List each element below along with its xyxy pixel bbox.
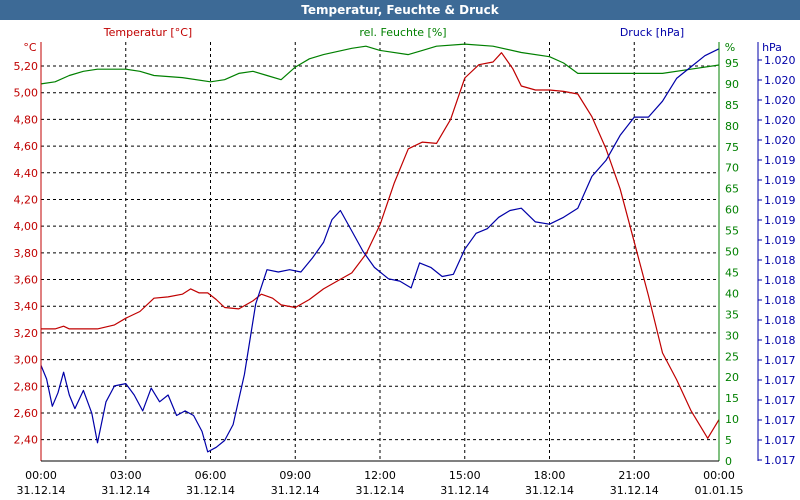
humidity-tick-label: 0 (725, 455, 732, 468)
x-tick-label-time: 18:00 (534, 469, 566, 482)
temperature-tick-label: 4,40 (14, 167, 39, 180)
humidity-tick-label: 45 (725, 266, 739, 279)
pressure-tick-label: 1.020 (764, 74, 796, 87)
humidity-tick-label: 70 (725, 162, 739, 175)
temperature-tick-label: 4,00 (14, 220, 39, 233)
series-line-pressure (40, 48, 720, 453)
temperature-tick-label: 4,80 (14, 113, 39, 126)
pressure-tick-label: 1.019 (764, 234, 796, 247)
series-lines (40, 43, 720, 453)
pressure-tick-label: 1.018 (764, 274, 796, 287)
pressure-tick-label: 1.017 (764, 394, 796, 407)
x-tick-label-time: 00:00 (25, 469, 57, 482)
pressure-tick-label: 1.018 (764, 334, 796, 347)
pressure-tick-label: 1.018 (764, 314, 796, 327)
temperature-tick-label: 2,60 (14, 407, 39, 420)
humidity-tick-label: 80 (725, 120, 739, 133)
x-tick-label-time: 00:00 (703, 469, 735, 482)
temperature-tick-label: 2,40 (14, 434, 39, 447)
pressure-tick-label: 1.018 (764, 294, 796, 307)
pressure-tick-label: 1.019 (764, 154, 796, 167)
pressure-tick-label: 1.019 (764, 214, 796, 227)
temperature-tick-label: 3,60 (14, 274, 39, 287)
pressure-tick-label: 1.017 (764, 414, 796, 427)
temperature-tick-label: 4,60 (14, 140, 39, 153)
temperature-tick-label: 3,40 (14, 300, 39, 313)
temperature-tick-label: 2,80 (14, 380, 39, 393)
x-tick-label-date: 31.12.14 (17, 484, 66, 497)
x-tick-label-date: 31.12.14 (271, 484, 320, 497)
temperature-unit: °C (23, 41, 37, 54)
humidity-axis-title: rel. Feuchte [%] (359, 26, 446, 39)
humidity-unit: % (725, 41, 735, 54)
humidity-tick-label: 55 (725, 225, 739, 238)
temperature-tick-label: 4,20 (14, 193, 39, 206)
pressure-tick-label: 1.017 (764, 454, 796, 467)
temperature-tick-label: 3,80 (14, 247, 39, 260)
humidity-tick-label: 5 (725, 434, 732, 447)
humidity-tick-label: 40 (725, 287, 739, 300)
series-line-humidity (40, 43, 720, 85)
x-tick-label-date: 31.12.14 (356, 484, 405, 497)
tick-labels: 00:00 31.12.14 03:00 31.12.14 06:00 31.12.14 0… (14, 54, 796, 497)
x-tick-label-time: 03:00 (110, 469, 142, 482)
series-line-temperature (41, 52, 720, 439)
grid (41, 42, 719, 461)
temperature-tick-label: 5,00 (14, 87, 39, 100)
x-tick-label-date: 31.12.14 (440, 484, 489, 497)
humidity-tick-label: 65 (725, 183, 739, 196)
pressure-tick-label: 1.017 (764, 354, 796, 367)
chart-title: Temperatur, Feuchte & Druck (0, 0, 800, 20)
humidity-tick-label: 20 (725, 371, 739, 384)
x-tick-label-time: 09:00 (279, 469, 311, 482)
humidity-tick-label: 30 (725, 329, 739, 342)
humidity-tick-label: 95 (725, 57, 739, 70)
pressure-axis-title: Druck [hPa] (620, 26, 684, 39)
x-tick-label-date: 31.12.14 (610, 484, 659, 497)
pressure-unit: hPa (762, 41, 782, 54)
x-tick-label-time: 12:00 (364, 469, 396, 482)
temperature-tick-label: 5,20 (14, 60, 39, 73)
x-tick-label-date: 31.12.14 (525, 484, 574, 497)
pressure-tick-label: 1.020 (764, 134, 796, 147)
x-tick-label-time: 15:00 (449, 469, 481, 482)
pressure-tick-label: 1.019 (764, 194, 796, 207)
x-tick-label-date: 31.12.14 (186, 484, 235, 497)
pressure-tick-label: 1.020 (764, 114, 796, 127)
humidity-tick-label: 85 (725, 99, 739, 112)
humidity-tick-label: 50 (725, 246, 739, 259)
x-tick-label-date: 31.12.14 (101, 484, 150, 497)
pressure-tick-label: 1.017 (764, 434, 796, 447)
humidity-tick-label: 75 (725, 141, 739, 154)
line-chart: 00:00 31.12.14 03:00 31.12.14 06:00 31.12.14 0… (14, 26, 796, 497)
pressure-tick-label: 1.019 (764, 174, 796, 187)
pressure-tick-label: 1.018 (764, 254, 796, 267)
humidity-tick-label: 10 (725, 413, 739, 426)
pressure-tick-label: 1.020 (764, 94, 796, 107)
humidity-tick-label: 60 (725, 204, 739, 217)
temperature-tick-label: 3,20 (14, 327, 39, 340)
plot-frame (40, 42, 762, 462)
x-tick-label-time: 21:00 (618, 469, 650, 482)
temperature-axis-title: Temperatur [°C] (103, 26, 192, 39)
pressure-tick-label: 1.020 (764, 54, 796, 67)
temperature-tick-label: 3,00 (14, 354, 39, 367)
x-tick-label-date: 01.01.15 (695, 484, 744, 497)
pressure-tick-label: 1.017 (764, 374, 796, 387)
humidity-tick-label: 25 (725, 350, 739, 363)
x-tick-label-time: 06:00 (195, 469, 227, 482)
humidity-tick-label: 90 (725, 78, 739, 91)
humidity-tick-label: 15 (725, 392, 739, 405)
humidity-tick-label: 35 (725, 308, 739, 321)
